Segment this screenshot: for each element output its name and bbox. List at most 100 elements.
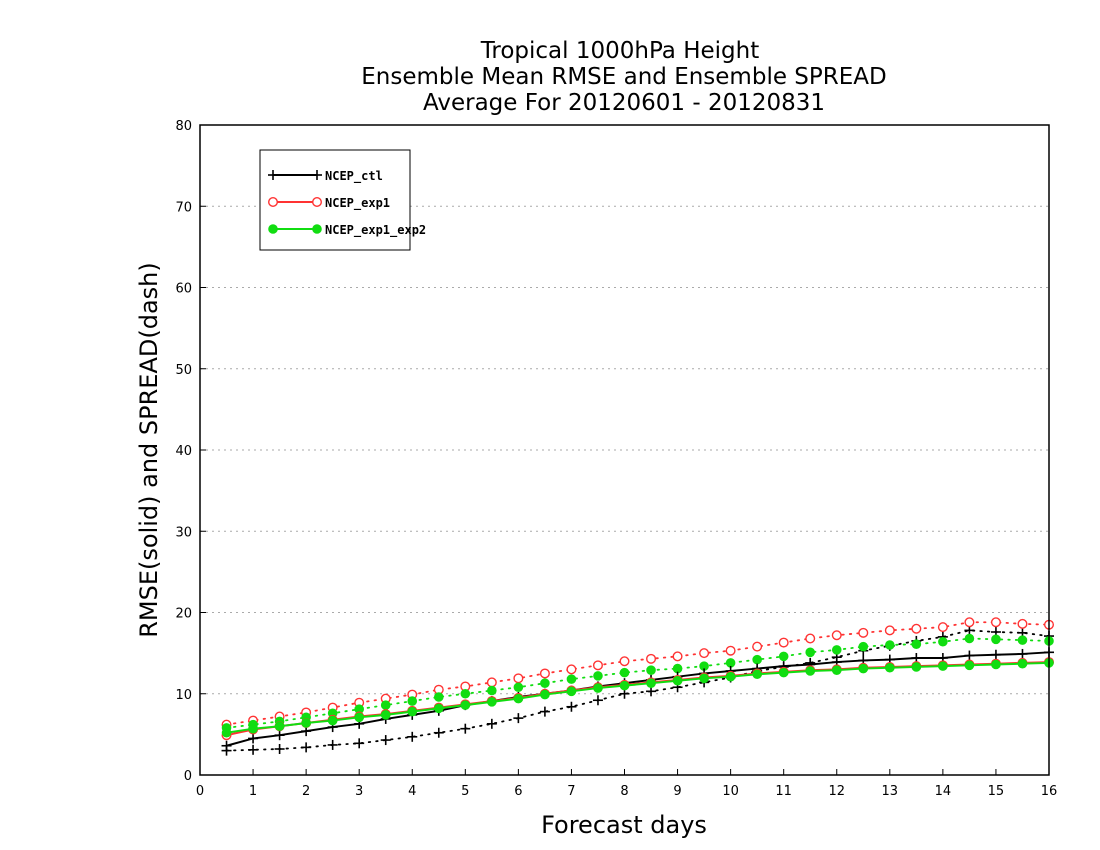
x-tick-label-6: 6 — [514, 784, 522, 799]
series-2-spread-point-21 — [778, 651, 789, 662]
legend-marker-left-1 — [268, 196, 279, 207]
series-1-spread-point-27 — [937, 622, 948, 633]
series-2-rmse-point-0 — [221, 727, 232, 738]
y-tick-label-60: 60 — [175, 282, 192, 297]
series-2-rmse-point-9 — [460, 700, 471, 710]
series-2-rmse-point-4 — [327, 715, 338, 726]
x-tick-label-10: 10 — [722, 784, 739, 799]
series-2-rmse-point-15 — [619, 680, 630, 691]
chart-title-line-1: Tropical 1000hPa Height — [480, 38, 760, 64]
series-0-rmse-point-30 — [1017, 648, 1028, 659]
series-1-spread-point-29 — [990, 617, 1001, 628]
series-1-spread-point-28 — [964, 617, 975, 628]
x-tick-label-12: 12 — [828, 784, 845, 799]
legend-item-1: NCEP_exp1 — [268, 196, 390, 211]
series-1-spread-point-24 — [858, 627, 869, 638]
series-2-rmse-point-11 — [513, 693, 524, 704]
legend-item-2: NCEP_exp1_exp2 — [268, 223, 426, 238]
series-0-spread-point-8 — [433, 727, 444, 738]
legend-label-0: NCEP_ctl — [325, 169, 383, 184]
x-tick-label-5: 5 — [461, 784, 469, 799]
series-2-rmse-point-5 — [354, 712, 364, 723]
series-0-spread-point-7 — [407, 731, 418, 742]
series-2-spread-point-16 — [646, 665, 656, 675]
series-2-spread-point-22 — [805, 647, 816, 658]
series-2-rmse-markers — [221, 658, 1054, 738]
series-2-rmse-point-3 — [301, 718, 311, 728]
x-tick-label-8: 8 — [620, 784, 628, 799]
series-0-rmse-point-29 — [990, 649, 1001, 660]
series-0-spread-point-5 — [354, 738, 365, 749]
series-2-rmse-point-21 — [778, 667, 789, 678]
series-2-rmse-point-30 — [1017, 658, 1028, 669]
series-2-rmse-point-23 — [831, 665, 842, 675]
series-2-rmse-point-6 — [380, 710, 391, 720]
series-2-spread-point-8 — [433, 692, 444, 702]
chart-title: Tropical 1000hPa Height Ensemble Mean RM… — [361, 38, 886, 116]
series-1-spread-point-23 — [831, 630, 842, 641]
series-0-rmse-point-2 — [274, 730, 285, 741]
series-2-rmse-line — [226, 661, 1050, 734]
x-tick-label-14: 14 — [935, 784, 952, 799]
series-0-spread-point-3 — [301, 742, 312, 753]
series-0-spread-point-10 — [486, 718, 497, 729]
y-axis-title: RMSE(solid) and SPREAD(dash) — [135, 262, 163, 638]
series-1-spread-point-30 — [1017, 618, 1028, 629]
series-2-spread-point-9 — [460, 688, 471, 699]
series-0-spread-point-13 — [566, 701, 577, 712]
series-1-spread-point-25 — [884, 625, 895, 636]
series-1-spread-point-10 — [486, 677, 497, 688]
series-0-spread-line — [225, 629, 1050, 752]
y-tick-label-70: 70 — [175, 200, 192, 215]
legend-box — [259, 149, 411, 251]
series-1-spread-point-22 — [805, 633, 816, 644]
grid — [200, 205, 1049, 695]
series-1-spread-point-18 — [699, 648, 710, 659]
series-2-spread-point-30 — [1017, 635, 1028, 645]
series-1-spread-markers — [221, 617, 1054, 730]
series-2-rmse-point-2 — [274, 721, 285, 732]
series-1-spread-point-20 — [752, 641, 763, 652]
series-2-rmse-point-24 — [858, 663, 869, 674]
y-tick-label-20: 20 — [175, 607, 192, 622]
x-tick-label-1: 1 — [249, 784, 257, 799]
series-1-spread-point-13 — [566, 664, 577, 675]
legend-item-0: NCEP_ctl — [268, 169, 383, 184]
y-tick-label-30: 30 — [175, 525, 192, 540]
legend-label-1: NCEP_exp1 — [325, 196, 390, 211]
series-2-rmse-point-7 — [407, 706, 418, 717]
series-0-spread-point-1 — [248, 744, 259, 755]
series-0-spread-markers — [221, 625, 1054, 756]
series-0-spread-point-12 — [539, 706, 550, 717]
series-1-spread-point-15 — [619, 656, 630, 667]
legend-marker-left-0 — [268, 170, 278, 180]
series-2-spread-point-7 — [407, 696, 418, 706]
series-2-rmse-point-20 — [752, 669, 762, 680]
legend-marker-left-2 — [268, 224, 278, 234]
series-2-spread-point-6 — [380, 700, 391, 710]
legend-marker-right-2 — [312, 224, 322, 234]
series-2-rmse-point-27 — [938, 661, 948, 671]
series-0-rmse-point-28 — [964, 650, 975, 661]
series-2-rmse-point-19 — [725, 671, 736, 682]
series-layer — [221, 617, 1054, 756]
series-2-rmse-point-12 — [540, 689, 550, 700]
series-2-rmse-point-14 — [593, 683, 603, 693]
series-1-spread-point-26 — [911, 623, 922, 634]
series-0-rmse-point-0 — [221, 740, 232, 751]
series-2-spread-point-28 — [964, 633, 975, 644]
series-2-spread-point-27 — [938, 636, 948, 647]
series-1-rmse-markers — [221, 657, 1054, 741]
series-1-spread-point-11 — [513, 673, 524, 684]
series-2-spread-point-10 — [487, 685, 497, 696]
y-tick-label-0: 0 — [184, 769, 192, 784]
legend-label-2: NCEP_exp1_exp2 — [325, 223, 426, 238]
series-1-spread-line — [225, 621, 1050, 726]
series-2-rmse-point-25 — [885, 662, 895, 673]
legend: NCEP_ctl NCEP_exp1 NCEP_exp1_exp2 — [259, 149, 426, 251]
series-2-spread-point-25 — [885, 640, 895, 650]
y-tick-label-50: 50 — [175, 363, 192, 378]
series-2-rmse-point-29 — [991, 659, 1001, 670]
chart-title-line-3: Average For 20120601 - 20120831 — [423, 90, 825, 116]
y-tick-label-80: 80 — [175, 119, 192, 134]
